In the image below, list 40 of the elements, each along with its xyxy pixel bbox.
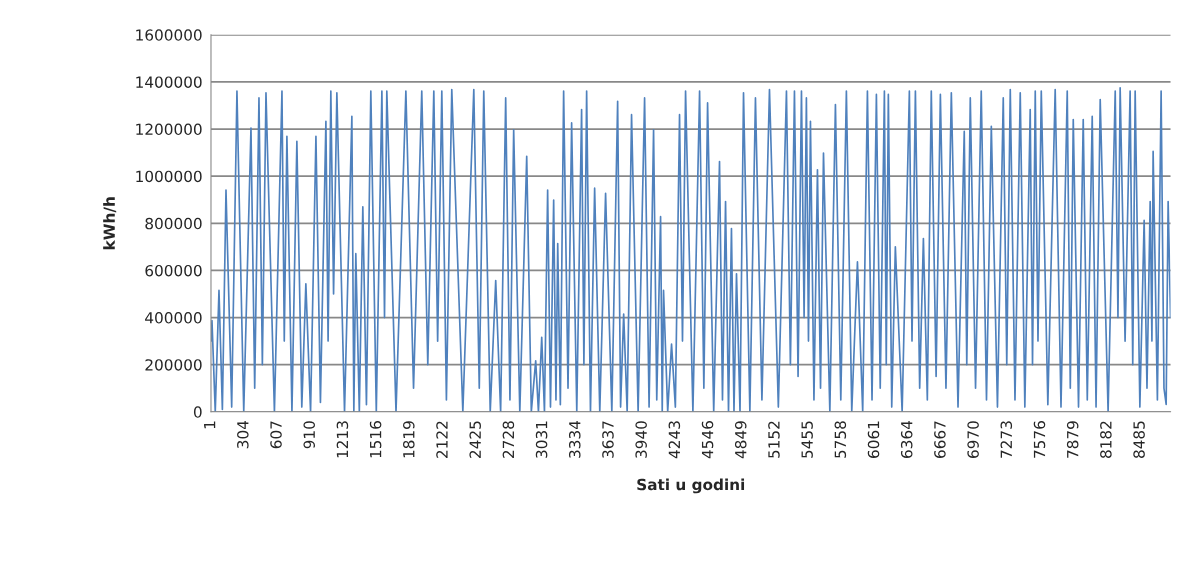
x-tick-label: 8485: [1133, 421, 1145, 458]
x-tick-label: 3637: [602, 421, 614, 458]
x-tick-label: 607: [270, 421, 282, 449]
x-tick-label: 1819: [403, 421, 415, 458]
x-tick-label: 6061: [867, 421, 880, 458]
x-tick-label: 1213: [336, 421, 349, 458]
x-tick-label: 5455: [801, 421, 813, 458]
y-tick-label: 200000: [145, 359, 202, 371]
y-tick-label: 1000000: [136, 170, 202, 183]
x-tick-label: 5758: [834, 421, 847, 458]
x-tick-label: 6364: [900, 420, 913, 458]
x-tick-label: 7273: [1000, 421, 1013, 458]
y-tick-label: 400000: [145, 312, 202, 324]
y-tick-label: 1600000: [136, 29, 202, 41]
x-axis-title: Sati u godini: [637, 478, 745, 494]
y-axis-title: kWh/h: [103, 197, 117, 250]
y-tick-label: 0: [193, 406, 202, 418]
x-tick-label: 3334: [569, 420, 581, 458]
x-tick-label: 3940: [635, 421, 647, 458]
x-tick-label: 4546: [701, 421, 714, 459]
x-tick-label: 6667: [934, 421, 946, 458]
x-tick-label: 4849: [734, 421, 747, 459]
x-tick-label: 910: [303, 421, 315, 449]
x-tick-label: 2425: [469, 421, 481, 458]
y-tick-label: 600000: [145, 264, 202, 277]
x-tick-label: 1: [204, 421, 216, 429]
x-tick-label: 2728: [502, 421, 515, 458]
x-tick-label: 3031: [535, 421, 548, 458]
x-tick-label: 4243: [668, 421, 681, 459]
x-tick-label: 7576: [1033, 421, 1046, 458]
x-tick-label: 6970: [967, 421, 979, 458]
x-tick-label: 5152: [768, 421, 780, 458]
x-tick-label: 1516: [369, 421, 382, 458]
x-tick-label: 2122: [436, 421, 448, 458]
x-tick-label: 8182: [1100, 421, 1112, 458]
y-tick-label: 800000: [145, 217, 202, 230]
y-tick-label: 1400000: [136, 76, 202, 88]
x-tick-label: 304: [237, 420, 249, 449]
x-tick-label: 7879: [1066, 421, 1079, 458]
y-tick-label: 1200000: [136, 123, 202, 136]
